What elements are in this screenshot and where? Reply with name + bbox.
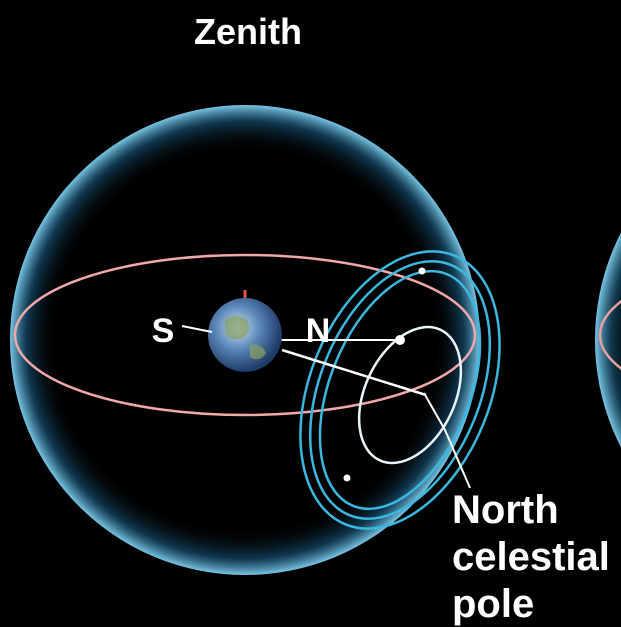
horizon (13, 253, 477, 417)
star (343, 474, 351, 482)
s-leader (181, 325, 213, 333)
callout-line: pole (452, 582, 534, 626)
south-label: S (152, 312, 175, 350)
north-label: N (306, 312, 331, 350)
title: Zenith (194, 11, 302, 52)
pole-leader (423, 392, 471, 489)
second-horizon (598, 300, 621, 370)
earth-land (225, 316, 266, 360)
n-leader (281, 348, 427, 397)
star (418, 267, 426, 275)
star-paths (299, 250, 501, 530)
callout-line: North (452, 488, 559, 532)
callout-line: celestial (452, 535, 610, 579)
second-sphere (595, 232, 621, 448)
